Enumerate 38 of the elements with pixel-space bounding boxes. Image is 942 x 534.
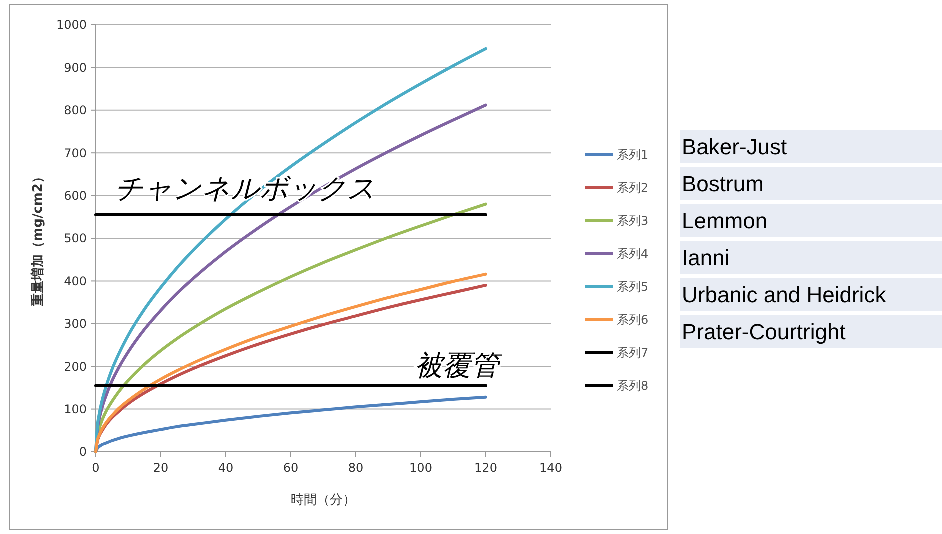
legend-label: 系列6 [617,313,649,328]
y-tick-label: 500 [64,232,87,246]
y-tick-label: 0 [79,445,87,460]
x-tick-label: 20 [153,461,169,475]
x-tick-label: 60 [283,461,299,475]
x-tick-label: 0 [92,461,100,475]
y-tick-label: 1000 [56,18,87,32]
y-tick-label: 200 [64,360,87,374]
x-tick-label: 40 [218,461,234,475]
y-tick-label: 800 [64,104,87,118]
text: Bostrum [682,172,764,197]
legend-label: 系列3 [617,214,649,228]
y-tick-label: 600 [64,189,87,203]
annotation: 被覆管 [415,349,503,382]
annotation: チャンネルボックス [115,172,376,205]
y-tick-label: 300 [64,317,87,332]
legend-label: 系列8 [617,379,649,394]
text: Baker-Just [682,134,788,160]
legend-label: 系列1 [617,148,649,162]
line-series [94,396,488,454]
x-tick-label: 140 [540,461,562,475]
y-axis-title: 重量増加（mg/cm2） [30,170,46,308]
x-axis-title: 時間（分） [291,493,356,508]
y-tick-label: 100 [64,402,87,416]
legend-label: 系列5 [617,280,649,294]
y-tick-label: 400 [64,274,87,288]
legend-label: 系列4 [617,247,649,262]
x-tick-label: 100 [410,461,432,475]
x-tick-label: 80 [348,461,364,475]
y-tick-label: 900 [64,60,87,75]
text: Ianni [682,246,730,271]
text: Urbanic and Heidrick [682,282,888,308]
legend-label: 系列7 [617,346,649,360]
legend-label: 系列2 [617,181,649,196]
y-tick-label: 700 [64,146,87,160]
text: Prater-Courtright [682,320,846,345]
x-tick-label: 120 [474,461,498,475]
text: Lemmon [682,208,768,234]
